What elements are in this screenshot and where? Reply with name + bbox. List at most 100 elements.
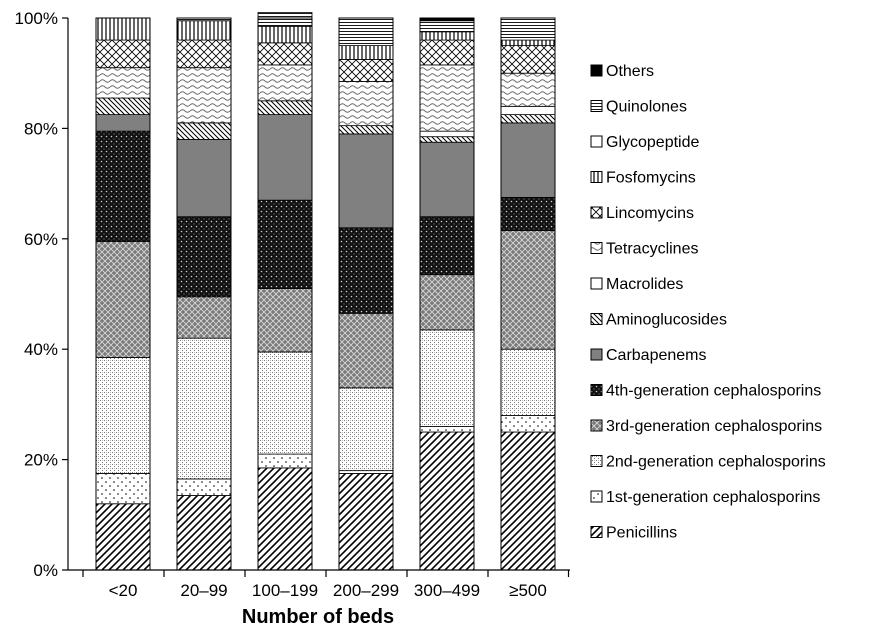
bar-segment bbox=[500, 105, 556, 115]
legend-swatch bbox=[590, 100, 603, 112]
y-tick-label: 0% bbox=[33, 561, 58, 580]
bar-segment bbox=[419, 130, 475, 138]
bar-segment bbox=[338, 227, 394, 314]
legend-swatch bbox=[590, 206, 603, 219]
bar-segment bbox=[176, 67, 232, 124]
bar-segment bbox=[500, 122, 556, 198]
legend-swatch bbox=[590, 490, 603, 503]
legend-label: 4th-generation cephalosporins bbox=[606, 383, 821, 400]
bar-segment bbox=[500, 431, 556, 571]
bar-segment bbox=[95, 67, 151, 99]
bar-segment bbox=[338, 472, 394, 571]
x-tick-label: 300–499 bbox=[414, 581, 480, 600]
bar-segment bbox=[500, 72, 556, 107]
y-tick-label: 100% bbox=[15, 9, 58, 28]
bar-segment bbox=[338, 81, 394, 127]
legend-label: Glycopeptide bbox=[606, 134, 699, 151]
bar-segment bbox=[500, 114, 556, 124]
bar-segment bbox=[95, 17, 151, 41]
bar-segment bbox=[176, 478, 232, 496]
bar-segment bbox=[338, 387, 394, 472]
y-tick-label: 40% bbox=[24, 340, 58, 359]
bar-segment bbox=[419, 20, 475, 33]
legend-swatch bbox=[590, 384, 603, 396]
bar-segment bbox=[257, 100, 313, 116]
bar-segment bbox=[257, 467, 313, 571]
bar-segment bbox=[500, 415, 556, 433]
legend-label: Carbapenems bbox=[606, 347, 707, 364]
bar-segment bbox=[176, 122, 232, 140]
y-ticks: 0% 20% 40% 60% 80% 100% bbox=[15, 9, 68, 580]
bar-segment bbox=[419, 136, 475, 143]
bar-segment bbox=[338, 133, 394, 229]
legend-swatch bbox=[590, 242, 603, 254]
x-tick-label: ≥500 bbox=[509, 581, 547, 600]
axes-layer bbox=[67, 18, 570, 571]
bar-segment bbox=[176, 20, 232, 41]
bar-segment bbox=[257, 114, 313, 201]
bar-segment bbox=[500, 348, 556, 416]
legend-swatch bbox=[590, 64, 603, 77]
bar-segment bbox=[257, 453, 313, 469]
legend: Others Quinolones Glycopeptide Fosfomycins L… bbox=[590, 63, 826, 542]
bar-segment bbox=[338, 125, 394, 135]
bar-segment bbox=[176, 216, 232, 298]
legend-label: 1st-generation cephalosporins bbox=[606, 489, 820, 506]
bar-segment bbox=[95, 114, 151, 132]
y-tick-label: 80% bbox=[24, 119, 58, 138]
bar-segment bbox=[419, 216, 475, 276]
x-tick-label: <20 bbox=[109, 581, 138, 600]
legend-label: Aminoglucosides bbox=[606, 312, 727, 329]
bar-segment bbox=[176, 495, 232, 571]
legend-label: 3rd-generation cephalosporins bbox=[606, 418, 822, 435]
bar-segment bbox=[257, 351, 313, 455]
legend-label: Tetracyclines bbox=[606, 241, 698, 258]
bar-segment bbox=[257, 42, 313, 66]
x-tick-label: 20–99 bbox=[180, 581, 227, 600]
bar-segment bbox=[419, 31, 475, 41]
bar-segment bbox=[176, 337, 232, 480]
bar-segment bbox=[419, 64, 475, 132]
legend-label: Quinolones bbox=[606, 99, 687, 116]
bar-segment bbox=[500, 196, 556, 231]
bar-segment bbox=[500, 230, 556, 350]
legend-label: Others bbox=[606, 63, 654, 80]
bar-segment bbox=[338, 45, 394, 60]
legend-swatch bbox=[590, 419, 603, 432]
x-axis-title: Number of beds bbox=[242, 606, 394, 628]
x-tick-label: 200–299 bbox=[333, 581, 399, 600]
legend-swatch bbox=[590, 277, 603, 290]
bar-segment bbox=[419, 329, 475, 427]
x-tick-label: 100–199 bbox=[252, 581, 318, 600]
legend-swatch bbox=[590, 135, 603, 148]
bars-layer bbox=[95, 12, 556, 571]
legend-label: Penicillins bbox=[606, 525, 677, 542]
legend-swatch bbox=[590, 313, 603, 325]
bar-segment bbox=[500, 17, 556, 41]
bar-segment bbox=[419, 141, 475, 218]
bar-segment bbox=[338, 17, 394, 47]
bar-segment bbox=[419, 426, 475, 433]
legend-swatch bbox=[590, 455, 603, 467]
bar-segment bbox=[257, 64, 313, 102]
bar-segment bbox=[95, 241, 151, 358]
x-ticks: <20 20–99 100–199 200–299 300–499 ≥500 bbox=[82, 570, 570, 600]
bar-segment bbox=[176, 39, 232, 69]
bar-segment bbox=[95, 39, 151, 69]
bar-segment bbox=[338, 312, 394, 389]
bar-segment bbox=[95, 97, 151, 116]
bar-segment bbox=[176, 139, 232, 218]
legend-swatch bbox=[590, 348, 603, 361]
legend-label: Fosfomycins bbox=[606, 170, 696, 187]
legend-swatch bbox=[590, 171, 603, 183]
bar-segment bbox=[257, 25, 313, 44]
legend-label: 2nd-generation cephalosporins bbox=[606, 454, 826, 471]
bar-segment bbox=[257, 12, 313, 27]
bar-segment bbox=[257, 288, 313, 353]
bar-segment bbox=[95, 472, 151, 505]
bar-segment bbox=[338, 470, 394, 474]
bar-segment bbox=[95, 130, 151, 242]
bar-segment bbox=[500, 45, 556, 74]
bar-segment bbox=[419, 431, 475, 571]
